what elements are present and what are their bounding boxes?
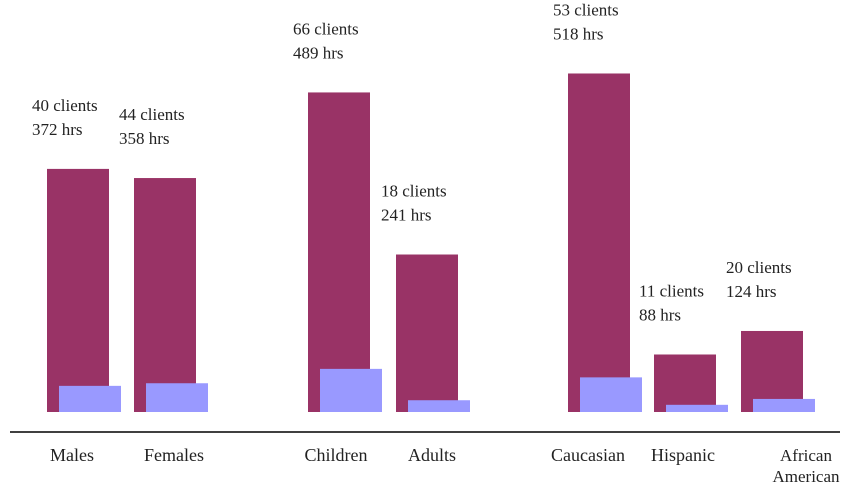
clients-bar [59, 385, 121, 412]
data-label: 18 clients 241 hrs [381, 182, 447, 225]
data-label-line: 88 hrs [639, 305, 681, 324]
data-label: 53 clients 518 hrs [553, 0, 619, 43]
data-label-line: 18 clients [381, 182, 447, 201]
data-label-line: 44 clients [119, 105, 185, 124]
data-label-line: 53 clients [553, 0, 619, 19]
category-label: Children [305, 445, 368, 465]
data-label-line: 124 hrs [726, 282, 777, 301]
category-label: Caucasian [551, 445, 625, 465]
category-label-line: Females [144, 445, 204, 465]
category-label-line: Hispanic [651, 445, 715, 465]
category-label-line: Males [50, 445, 94, 465]
category-label-line: Caucasian [551, 445, 625, 465]
clients-bar [753, 398, 815, 412]
category-label-line: American [772, 467, 840, 485]
data-label-line: 372 hrs [32, 120, 83, 139]
hours-bar [308, 92, 370, 412]
category-label: African American [772, 446, 840, 485]
data-label-line: 358 hrs [119, 129, 170, 148]
data-label: 44 clients 358 hrs [119, 105, 185, 148]
data-label: 66 clients 489 hrs [293, 19, 359, 62]
category-label-line: African [780, 446, 832, 465]
category-label-line: Adults [408, 445, 456, 465]
hours-bar [134, 178, 196, 412]
data-label-line: 11 clients [639, 281, 704, 300]
data-label: 11 clients 88 hrs [639, 281, 704, 324]
category-label-line: Children [305, 445, 368, 465]
hours-bar [741, 330, 803, 412]
hours-bar [654, 354, 716, 412]
category-label: Hispanic [651, 445, 715, 465]
clients-bar [580, 377, 642, 412]
clients-bar [666, 404, 728, 412]
hours-bar [47, 168, 109, 412]
clients-bar [408, 400, 470, 412]
data-label-line: 241 hrs [381, 206, 432, 225]
clients-bar [320, 368, 382, 412]
category-label: Males [50, 445, 94, 465]
clients-bar [146, 383, 208, 412]
category-label: Females [144, 445, 204, 465]
hours-bar [568, 73, 630, 412]
data-label: 40 clients 372 hrs [32, 96, 98, 139]
data-label-line: 20 clients [726, 258, 792, 277]
data-label: 20 clients 124 hrs [726, 258, 792, 301]
data-label-line: 40 clients [32, 96, 98, 115]
chart-marks: 40 clients 372 hrs Males 44 clients 358 hrs F… [32, 0, 840, 485]
data-label-line: 66 clients [293, 19, 359, 38]
category-label: Adults [408, 445, 456, 465]
data-label-line: 489 hrs [293, 43, 344, 62]
hours-bar [396, 254, 458, 412]
data-label-line: 518 hrs [553, 24, 604, 43]
